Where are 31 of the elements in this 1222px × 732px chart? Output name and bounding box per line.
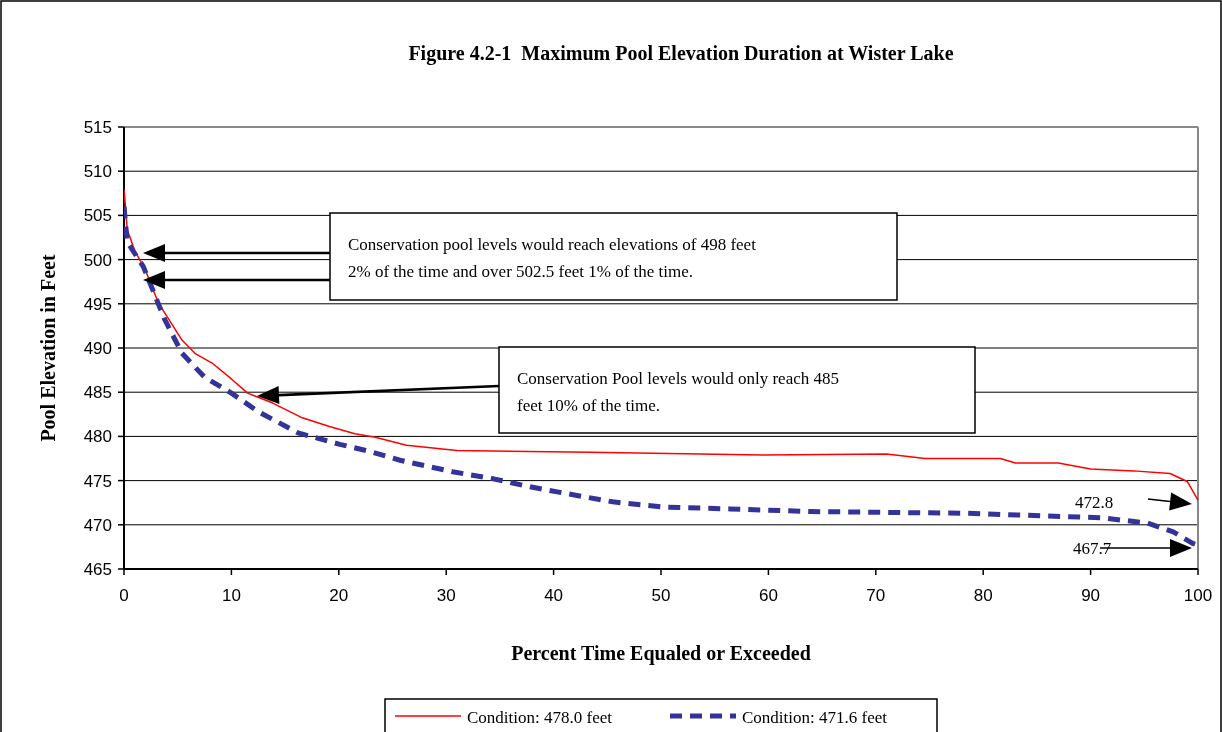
annotation: Conservation pool levels would reach elevations of 498 feet 2% of the time and over 502.5 feet 1% of the time. xyxy=(348,235,757,281)
x-tick-label: 90 xyxy=(1081,586,1101,605)
annotation: 467.7 xyxy=(1073,539,1112,558)
x-tick-label: 30 xyxy=(436,586,456,605)
chart-title: Figure 4.2-1 Maximum Pool Elevation Duration at Wister Lake xyxy=(408,42,954,65)
x-tick-label: 40 xyxy=(544,586,564,605)
y-tick-label: 500 xyxy=(83,250,112,270)
x-tick-label: 10 xyxy=(221,586,241,605)
x-tick-label: 60 xyxy=(758,586,778,605)
y-tick-label: 510 xyxy=(83,162,112,182)
annotation: 472.8 xyxy=(1075,493,1114,512)
x-tick-label: 50 xyxy=(651,586,671,605)
annotation: Conservation Pool levels would only reach 485 feet 10% of the time. xyxy=(517,369,840,415)
y-tick-label: 470 xyxy=(83,515,112,535)
x-tick-label: 20 xyxy=(329,586,349,605)
y-tick-label: 475 xyxy=(83,471,112,491)
y-tick-label: 485 xyxy=(83,383,112,403)
x-tick-label: 80 xyxy=(973,586,993,605)
y-tick-label: 480 xyxy=(83,427,112,447)
x-tick-label: 0 xyxy=(119,586,129,605)
y-tick-label: 490 xyxy=(83,339,112,358)
y-tick-label: 515 xyxy=(83,118,112,137)
y-tick-label: 495 xyxy=(83,294,112,314)
y-tick-label: 505 xyxy=(83,206,112,226)
x-tick-label: 100 xyxy=(1183,586,1213,605)
y-tick-label: 465 xyxy=(83,560,112,579)
legend-label: Condition: 478.0 feet xyxy=(467,708,613,727)
x-axis-title: Percent Time Equaled or Exceeded xyxy=(511,642,811,665)
y-axis-title: Pool Elevation in Feet xyxy=(37,254,59,442)
legend-label: Condition: 471.6 feet xyxy=(742,708,888,727)
x-tick-label: 70 xyxy=(866,586,886,605)
